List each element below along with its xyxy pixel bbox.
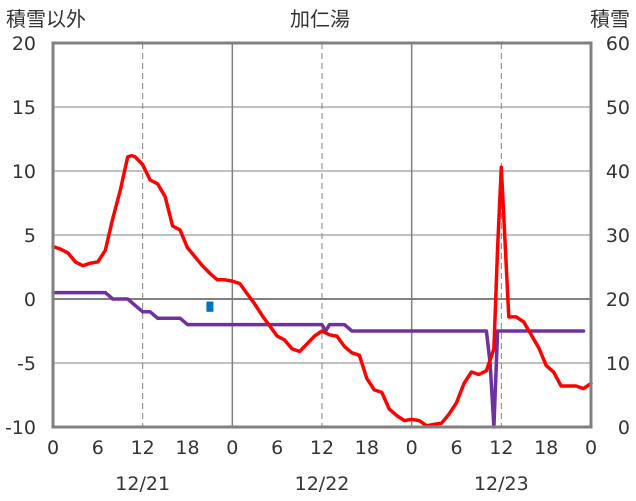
y-tick-label-left: -5 xyxy=(17,353,36,375)
y-tick-label-right: 60 xyxy=(606,33,630,55)
plot-frame xyxy=(51,41,593,429)
x-tick-label: 18 xyxy=(355,437,379,459)
y-tick-label-left: 10 xyxy=(12,161,36,183)
series-lines xyxy=(51,153,593,429)
right-axis-label: 積雪 xyxy=(590,7,630,31)
date-label: 12/23 xyxy=(474,473,529,495)
y-tick-label-right: 30 xyxy=(606,225,630,247)
left-axis-label: 積雪以外 xyxy=(6,7,86,31)
left-tick-labels: 20 15 10 5 0 -5 -10 xyxy=(5,33,36,439)
y-tick-label-right: 20 xyxy=(606,289,630,311)
x-tick-label: 6 xyxy=(92,437,104,459)
date-labels: 12/21 12/22 12/23 xyxy=(115,473,528,495)
y-tick-label-left: 5 xyxy=(24,225,36,247)
right-tick-labels: 60 50 40 30 20 10 0 xyxy=(606,33,630,439)
x-tick-label: 18 xyxy=(534,437,558,459)
x-tick-label: 6 xyxy=(271,437,283,459)
y-tick-label-left: -10 xyxy=(5,417,36,439)
grid xyxy=(53,43,591,427)
x-tick-label: 6 xyxy=(450,437,462,459)
y-tick-label-left: 20 xyxy=(12,33,36,55)
x-tick-label: 12 xyxy=(310,437,334,459)
y-tick-label-right: 50 xyxy=(606,97,630,119)
x-tick-label: 0 xyxy=(406,437,418,459)
y-tick-label-right: 40 xyxy=(606,161,630,183)
x-tick-label: 0 xyxy=(47,437,59,459)
x-tick-label: 0 xyxy=(585,437,597,459)
x-tick-labels: 0 6 12 18 0 6 12 18 0 6 12 18 0 xyxy=(47,437,597,459)
x-tick-label: 12 xyxy=(489,437,513,459)
y-tick-label-right: 10 xyxy=(606,353,630,375)
y-tick-label-right: 0 xyxy=(618,417,630,439)
x-tick-label: 18 xyxy=(175,437,199,459)
date-label: 12/21 xyxy=(115,473,170,495)
precipitation-bar xyxy=(206,301,214,312)
y-tick-label-left: 0 xyxy=(24,289,36,311)
precipitation-bars xyxy=(206,301,214,312)
x-tick-label: 12 xyxy=(131,437,155,459)
x-tick-label: 0 xyxy=(226,437,238,459)
temperature-line xyxy=(51,153,593,428)
y-tick-label-left: 15 xyxy=(12,97,36,119)
chart-title: 加仁湯 xyxy=(290,7,350,31)
date-label: 12/22 xyxy=(295,473,350,495)
